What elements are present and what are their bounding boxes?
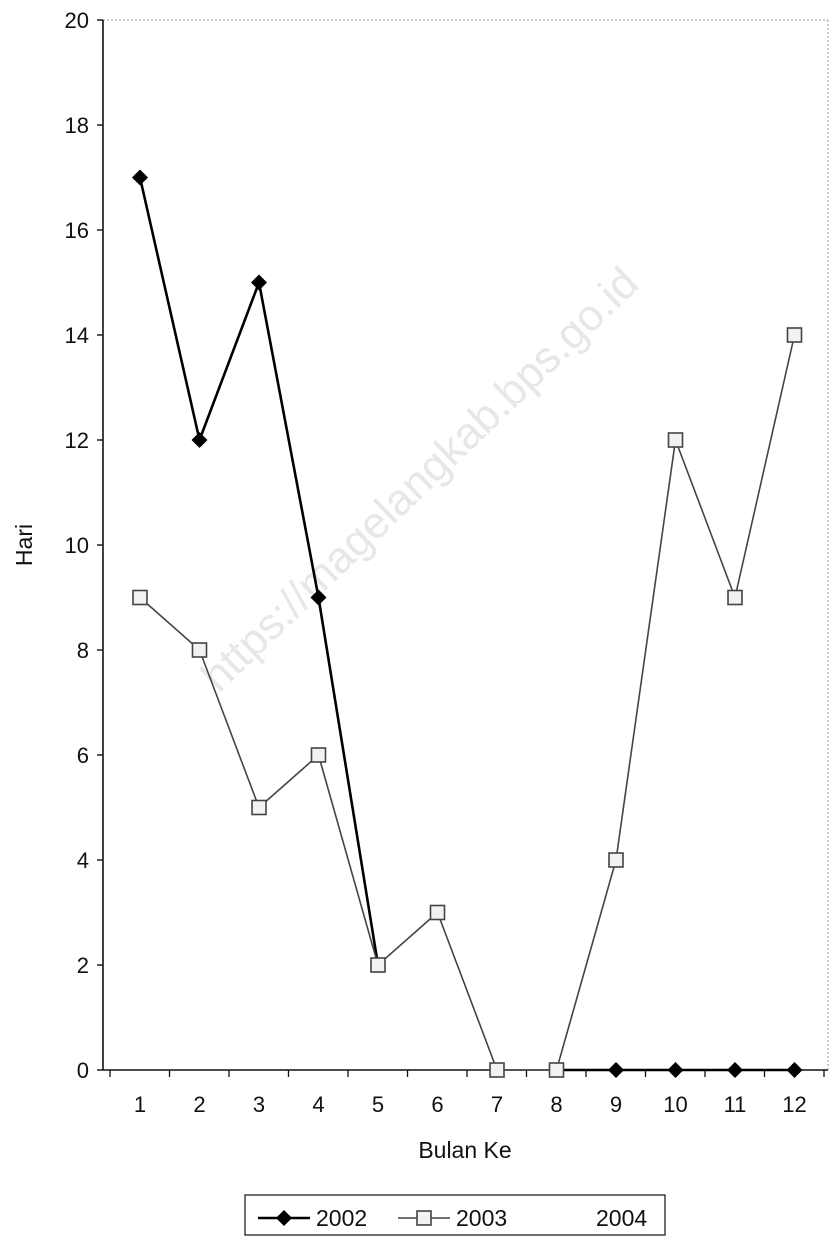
y-tick-label: 12	[65, 428, 89, 453]
plot-area	[103, 19, 829, 1070]
x-tick-label: 1	[134, 1092, 146, 1117]
series-2003-point	[667, 432, 684, 448]
legend: 2002 2003 2004	[244, 1194, 666, 1236]
y-tick-label: 6	[77, 743, 89, 768]
series-2003-point	[608, 852, 624, 868]
series-2002-point	[191, 432, 208, 448]
legend-box	[244, 1194, 666, 1236]
x-axis-title: Bulan Ke	[418, 1137, 511, 1163]
series-2002-point	[310, 589, 327, 606]
x-tick-label: 12	[782, 1092, 806, 1117]
y-axis: 0 2 4 6 8 10 12 14 16 18 20	[65, 8, 104, 1083]
y-tick-label: 0	[77, 1058, 89, 1083]
series-2003-point	[191, 642, 208, 658]
y-axis-title: Hari	[11, 524, 37, 566]
series-2003-point	[310, 747, 327, 763]
x-tick-label: 2	[193, 1092, 205, 1117]
x-tick-label: 3	[253, 1092, 265, 1117]
series-2003-point	[727, 589, 743, 606]
series-2003-point	[429, 904, 446, 921]
series-2003	[132, 327, 803, 1078]
legend-label: 2004	[596, 1205, 647, 1231]
legend-swatch-marker	[276, 1210, 292, 1226]
series-2003-line	[139, 334, 796, 1071]
y-tick-label: 2	[77, 953, 89, 978]
y-tick-label: 10	[65, 533, 89, 558]
series-2003-point	[251, 799, 267, 816]
y-tick-label: 20	[65, 8, 89, 33]
x-tick-label: 11	[724, 1092, 747, 1117]
series-2002-point	[132, 169, 148, 186]
series-2003-point	[489, 1062, 505, 1078]
series-2002-point	[786, 1062, 803, 1078]
series-2003-point	[370, 957, 386, 973]
series-2002-point	[727, 1062, 743, 1078]
x-tick-label: 5	[372, 1092, 384, 1117]
y-tick-label: 14	[65, 323, 89, 348]
legend-item-2003: 2003	[398, 1205, 507, 1231]
y-tick-label: 8	[77, 638, 89, 663]
series-2003-point	[132, 589, 148, 606]
x-tick-label: 10	[663, 1092, 687, 1117]
y-tick-label: 16	[65, 218, 89, 243]
legend-item-2004: 2004	[596, 1205, 647, 1231]
series-2002-point	[251, 274, 267, 291]
legend-label: 2003	[456, 1205, 507, 1231]
series-2002	[132, 169, 803, 1078]
series-2002-point	[667, 1062, 684, 1078]
series-2003-point	[786, 327, 803, 343]
legend-swatch-marker	[416, 1210, 432, 1226]
y-tick-label: 4	[77, 848, 89, 873]
x-tick-label: 8	[550, 1092, 562, 1117]
x-tick-label: 9	[610, 1092, 622, 1117]
series-layer	[132, 169, 803, 1078]
x-tick-label: 4	[312, 1092, 324, 1117]
y-tick-label: 18	[65, 113, 89, 138]
legend-label: 2002	[316, 1205, 367, 1231]
series-2003-point	[548, 1062, 565, 1078]
series-2002-point	[608, 1062, 624, 1078]
x-tick-label: 6	[431, 1092, 443, 1117]
legend-item-2002: 2002	[258, 1205, 367, 1231]
x-tick-label: 7	[491, 1092, 503, 1117]
